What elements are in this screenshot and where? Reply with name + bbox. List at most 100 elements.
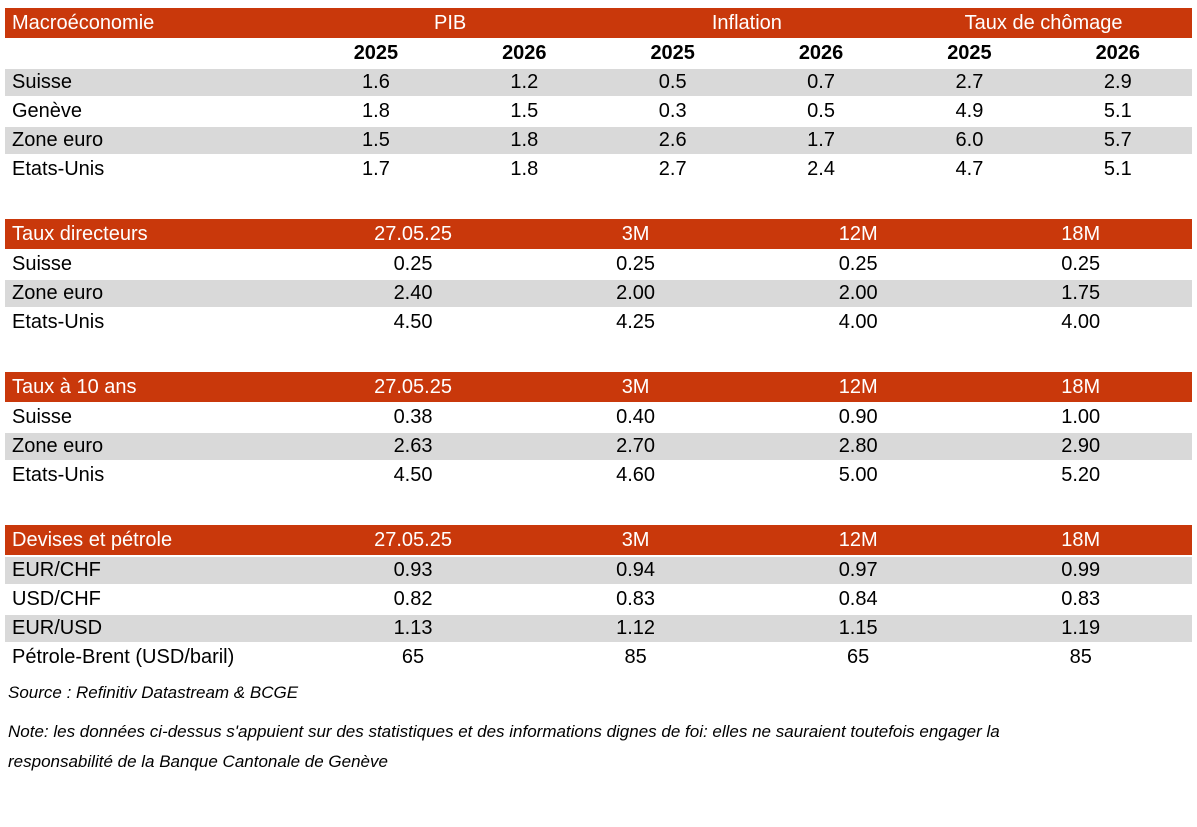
value-cell: 1.8 bbox=[450, 126, 599, 156]
table-row: EUR/USD 1.13 1.12 1.15 1.19 bbox=[5, 614, 1192, 644]
value-cell: 2.00 bbox=[746, 279, 970, 309]
devises-table: Devises et pétrole 27.05.25 3M 12M 18M E… bbox=[5, 525, 1192, 673]
table-row: Etats-Unis 4.50 4.60 5.00 5.20 bbox=[5, 461, 1192, 491]
value-cell: 85 bbox=[969, 643, 1192, 673]
value-cell: 5.1 bbox=[1043, 97, 1192, 127]
value-cell: 2.6 bbox=[598, 126, 747, 156]
source-note: Source : Refinitiv Datastream & BCGE bbox=[8, 683, 299, 702]
empty-cell bbox=[5, 39, 302, 69]
column-header: 12M bbox=[746, 372, 970, 404]
value-cell: 2.90 bbox=[969, 432, 1192, 462]
value-cell: 5.1 bbox=[1043, 155, 1192, 185]
taux-directeurs-header-row: Taux directeurs 27.05.25 3M 12M 18M bbox=[5, 219, 1192, 251]
value-cell: 0.25 bbox=[969, 250, 1192, 280]
value-cell: 1.19 bbox=[969, 614, 1192, 644]
value-cell: 4.00 bbox=[969, 308, 1192, 338]
value-cell: 1.7 bbox=[746, 126, 896, 156]
value-cell: 0.25 bbox=[746, 250, 970, 280]
table-row: USD/CHF 0.82 0.83 0.84 0.83 bbox=[5, 585, 1192, 615]
year-header: 2025 bbox=[301, 39, 451, 69]
row-label: Suisse bbox=[5, 68, 302, 98]
value-cell: 1.8 bbox=[301, 97, 451, 127]
value-cell: 1.2 bbox=[450, 68, 599, 98]
value-cell: 2.9 bbox=[1043, 68, 1192, 98]
value-cell: 0.94 bbox=[524, 556, 747, 586]
table-row: Genève 1.8 1.5 0.3 0.5 4.9 5.1 bbox=[5, 97, 1192, 127]
row-label: Zone euro bbox=[5, 126, 302, 156]
taux-directeurs-title: Taux directeurs bbox=[5, 219, 302, 251]
value-cell: 1.12 bbox=[524, 614, 747, 644]
value-cell: 5.20 bbox=[969, 461, 1192, 491]
macro-year-row: 2025 2026 2025 2026 2025 2026 bbox=[5, 39, 1192, 69]
year-header: 2025 bbox=[598, 39, 747, 69]
value-cell: 0.40 bbox=[524, 403, 747, 433]
table-row: Etats-Unis 1.7 1.8 2.7 2.4 4.7 5.1 bbox=[5, 155, 1192, 185]
devises-header-row: Devises et pétrole 27.05.25 3M 12M 18M bbox=[5, 525, 1192, 557]
year-header: 2026 bbox=[450, 39, 599, 69]
value-cell: 4.25 bbox=[524, 308, 747, 338]
column-header: 12M bbox=[746, 219, 970, 251]
row-label: Zone euro bbox=[5, 279, 302, 309]
row-label: Suisse bbox=[5, 403, 302, 433]
value-cell: 1.8 bbox=[450, 155, 599, 185]
value-cell: 0.3 bbox=[598, 97, 747, 127]
value-cell: 0.83 bbox=[524, 585, 747, 615]
value-cell: 4.50 bbox=[301, 461, 525, 491]
value-cell: 4.7 bbox=[895, 155, 1044, 185]
value-cell: 0.97 bbox=[746, 556, 970, 586]
value-cell: 1.15 bbox=[746, 614, 970, 644]
column-header: 27.05.25 bbox=[301, 219, 525, 251]
value-cell: 4.9 bbox=[895, 97, 1044, 127]
value-cell: 65 bbox=[301, 643, 525, 673]
row-label: Genève bbox=[5, 97, 302, 127]
table-row: Zone euro 2.40 2.00 2.00 1.75 bbox=[5, 279, 1192, 309]
value-cell: 1.6 bbox=[301, 68, 451, 98]
value-cell: 2.7 bbox=[598, 155, 747, 185]
value-cell: 1.75 bbox=[969, 279, 1192, 309]
macro-table-title: Macroéconomie bbox=[5, 8, 302, 40]
value-cell: 1.00 bbox=[969, 403, 1192, 433]
taux-10-ans-title: Taux à 10 ans bbox=[5, 372, 302, 404]
table-row: EUR/CHF 0.93 0.94 0.97 0.99 bbox=[5, 556, 1192, 586]
row-label: Suisse bbox=[5, 250, 302, 280]
column-header: 18M bbox=[969, 219, 1192, 251]
value-cell: 1.5 bbox=[450, 97, 599, 127]
value-cell: 1.5 bbox=[301, 126, 451, 156]
value-cell: 4.50 bbox=[301, 308, 525, 338]
year-header: 2026 bbox=[1043, 39, 1192, 69]
value-cell: 2.80 bbox=[746, 432, 970, 462]
row-label: USD/CHF bbox=[5, 585, 302, 615]
value-cell: 0.25 bbox=[301, 250, 525, 280]
taux-10-ans-header-row: Taux à 10 ans 27.05.25 3M 12M 18M bbox=[5, 372, 1192, 404]
value-cell: 0.84 bbox=[746, 585, 970, 615]
column-header: 27.05.25 bbox=[301, 525, 525, 557]
table-row: Zone euro 2.63 2.70 2.80 2.90 bbox=[5, 432, 1192, 462]
value-cell: 0.5 bbox=[746, 97, 896, 127]
value-cell: 2.7 bbox=[895, 68, 1044, 98]
value-cell: 2.40 bbox=[301, 279, 525, 309]
table-row: Zone euro 1.5 1.8 2.6 1.7 6.0 5.7 bbox=[5, 126, 1192, 156]
value-cell: 2.4 bbox=[746, 155, 896, 185]
macro-table: Macroéconomie PIB Inflation Taux de chôm… bbox=[5, 8, 1192, 185]
value-cell: 6.0 bbox=[895, 126, 1044, 156]
value-cell: 2.00 bbox=[524, 279, 747, 309]
value-cell: 1.7 bbox=[301, 155, 451, 185]
value-cell: 5.00 bbox=[746, 461, 970, 491]
taux-10-ans-table: Taux à 10 ans 27.05.25 3M 12M 18M Suisse… bbox=[5, 372, 1192, 491]
value-cell: 65 bbox=[746, 643, 970, 673]
value-cell: 0.83 bbox=[969, 585, 1192, 615]
value-cell: 4.00 bbox=[746, 308, 970, 338]
taux-directeurs-table: Taux directeurs 27.05.25 3M 12M 18M Suis… bbox=[5, 219, 1192, 338]
column-header: 18M bbox=[969, 372, 1192, 404]
year-header: 2025 bbox=[895, 39, 1044, 69]
value-cell: 0.82 bbox=[301, 585, 525, 615]
value-cell: 2.70 bbox=[524, 432, 747, 462]
macro-header-row: Macroéconomie PIB Inflation Taux de chôm… bbox=[5, 8, 1192, 40]
value-cell: 0.5 bbox=[598, 68, 747, 98]
value-cell: 0.38 bbox=[301, 403, 525, 433]
row-label: Zone euro bbox=[5, 432, 302, 462]
column-header: 18M bbox=[969, 525, 1192, 557]
value-cell: 2.63 bbox=[301, 432, 525, 462]
table-row: Suisse 0.25 0.25 0.25 0.25 bbox=[5, 250, 1192, 280]
macro-group-chomage: Taux de chômage bbox=[895, 8, 1192, 40]
